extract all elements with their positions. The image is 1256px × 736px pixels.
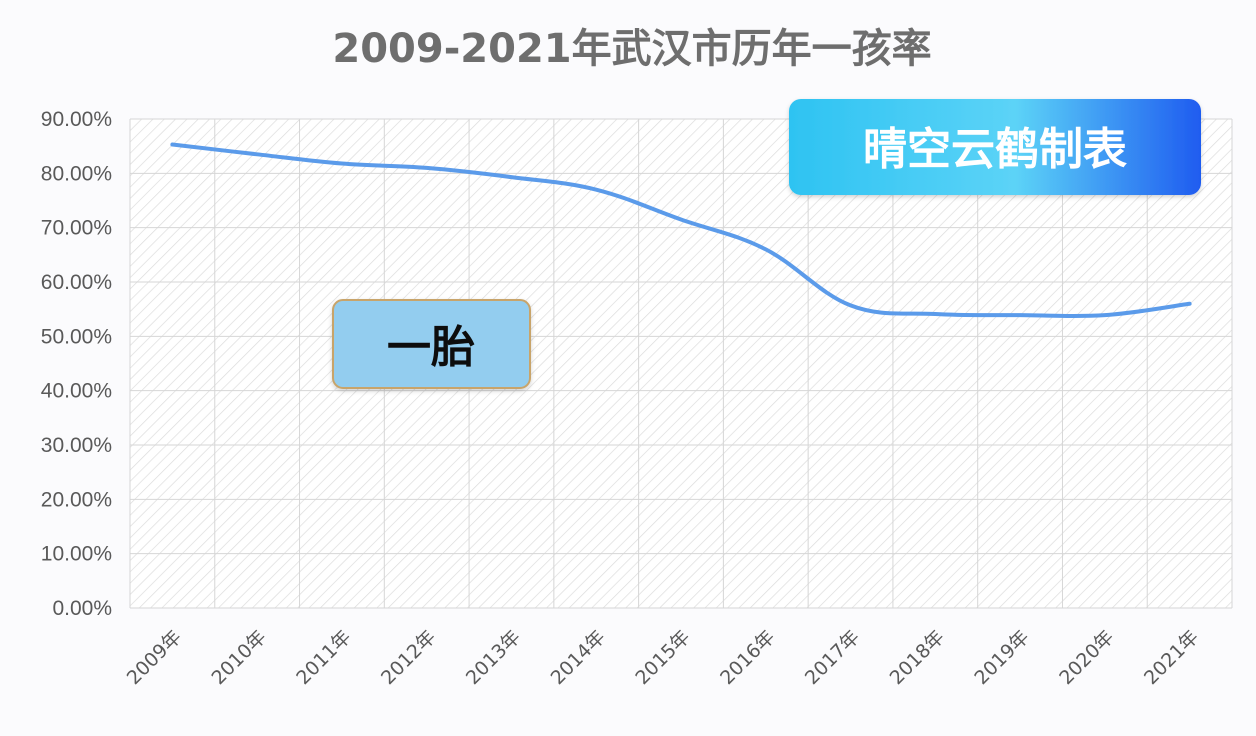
data-point [679,218,683,222]
watermark-background [789,99,1201,195]
x-tick-label: 2020年 [1055,626,1118,689]
x-tick-label: 2021年 [1140,626,1203,689]
x-tick-label: 2009年 [123,626,186,689]
series-label-box: 一胎 [332,299,531,389]
y-tick-label: 40.00% [41,380,112,403]
x-tick-label: 2018年 [886,626,949,689]
data-point [933,312,937,316]
x-axis: 2009年 2010年 2011年 2012年 2013年 2014年 2015年 2016年… [123,626,1203,689]
data-point [170,143,174,147]
y-tick-label: 70.00% [41,217,112,240]
data-point [764,247,768,251]
x-tick-label: 2016年 [716,626,779,689]
y-tick-label: 10.00% [41,543,112,566]
data-point [255,152,259,156]
y-tick-label: 80.00% [41,162,112,185]
y-axis: 0.00% 10.00% 20.00% 30.00% 40.00% 50.00% 60.00… [41,108,112,620]
data-point [594,188,598,192]
series-label-text: 一胎 [387,322,475,373]
series-layer [170,142,1192,319]
y-tick-label: 60.00% [41,271,112,294]
y-tick-label: 30.00% [41,434,112,457]
data-point [340,162,344,166]
data-point [425,166,429,170]
x-tick-label: 2012年 [377,626,440,689]
data-point [849,303,853,307]
watermark-badge: 晴空云鹤制表 [789,99,1201,195]
x-tick-label: 2010年 [208,626,271,689]
y-tick-label: 90.00% [41,108,112,131]
data-point [1018,313,1022,317]
x-tick-label: 2013年 [462,626,525,689]
x-tick-label: 2017年 [801,626,864,689]
x-tick-label: 2019年 [970,626,1033,689]
series-label-background [332,299,531,389]
y-tick-label: 50.00% [41,325,112,348]
x-tick-label: 2015年 [631,626,694,689]
y-tick-label: 20.00% [41,488,112,511]
plot-area [130,119,1232,608]
x-tick-label: 2014年 [547,626,610,689]
watermark-text: 晴空云鹤制表 [863,124,1127,175]
chart-title: 2009-2021年武汉市历年一孩率 [332,26,931,72]
y-tick-label: 0.00% [52,597,112,620]
data-point [1103,313,1107,317]
data-point [509,175,513,179]
x-tick-label: 2011年 [292,626,355,689]
data-point [1188,302,1192,306]
